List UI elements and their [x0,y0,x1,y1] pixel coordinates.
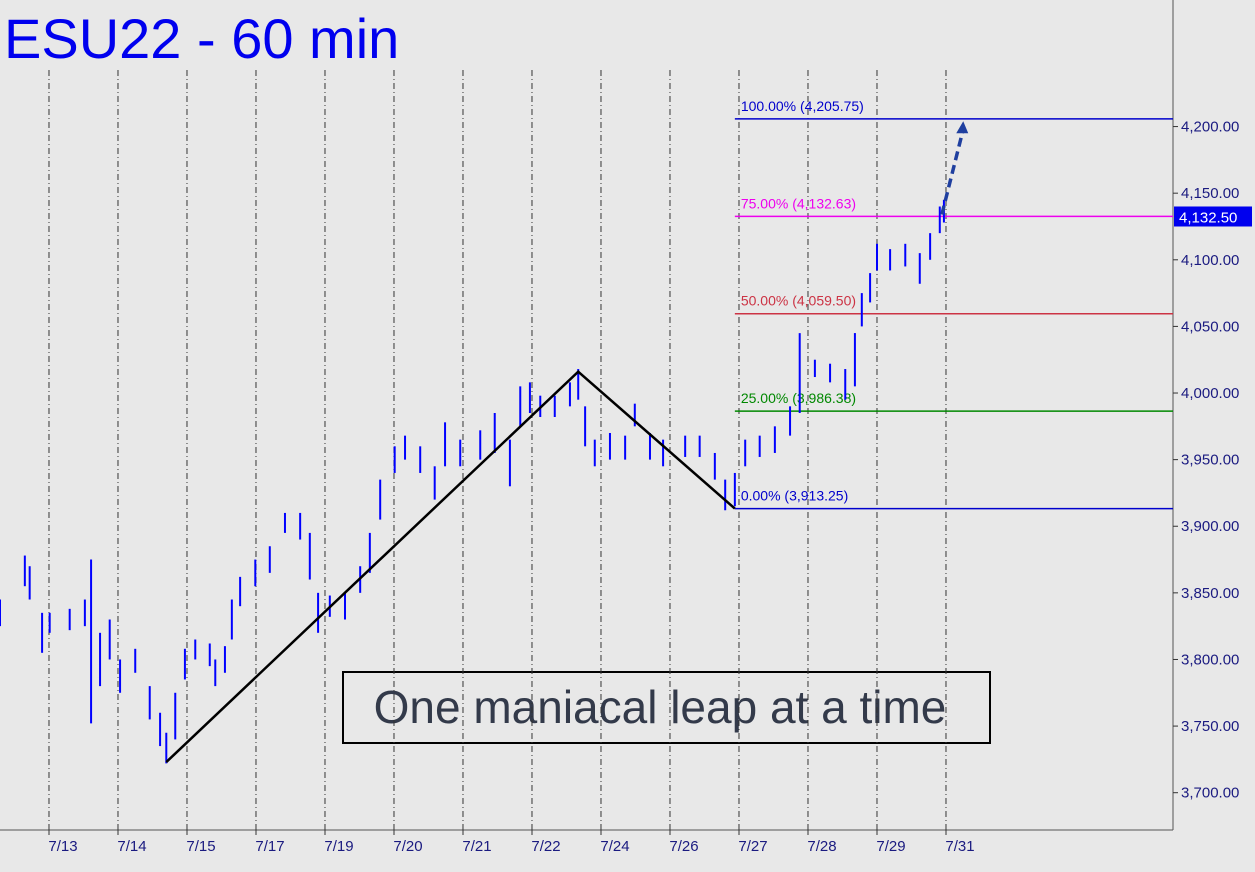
y-tick-label: 4,200.00 [1181,119,1239,136]
projection-arrow [940,128,965,215]
x-tick-label: 7/20 [393,838,422,855]
chart-title: ESU22 - 60 min [4,7,399,70]
fib-label: 25.00% (3,986.38) [741,390,856,406]
last-price-label: 4,132.50 [1179,209,1237,226]
x-tick-label: 7/17 [255,838,284,855]
y-tick-label: 4,050.00 [1181,318,1239,335]
x-tick-label: 7/14 [117,838,146,855]
fib-label: 75.00% (4,132.63) [741,195,856,211]
y-tick-label: 3,750.00 [1181,718,1239,735]
annotation-box [342,671,991,744]
x-tick-label: 7/27 [738,838,767,855]
annotation: One maniacal leap at a time [374,681,947,733]
fib-label: 0.00% (3,913.25) [741,488,848,504]
arrow-head [956,121,969,134]
swing-line [165,370,736,763]
x-tick-label: 7/31 [945,838,974,855]
y-tick-label: 3,950.00 [1181,452,1239,469]
last-price-tag [1174,206,1252,227]
y-tick-label: 4,150.00 [1181,185,1239,202]
y-tick-label: 3,900.00 [1181,518,1239,535]
y-tick-label: 3,800.00 [1181,651,1239,668]
x-tick-label: 7/13 [48,838,77,855]
y-tick-label: 3,700.00 [1181,785,1239,802]
x-tick-label: 7/24 [600,838,629,855]
x-tick-label: 7/19 [324,838,353,855]
x-tick-label: 7/22 [531,838,560,855]
x-tick-label: 7/15 [186,838,215,855]
y-tick-label: 3,850.00 [1181,585,1239,602]
x-tick-label: 7/21 [462,838,491,855]
y-tick-label: 4,100.00 [1181,252,1239,269]
fib-label: 50.00% (4,059.50) [741,293,856,309]
fib-label: 100.00% (4,205.75) [741,98,864,114]
x-tick-label: 7/28 [807,838,836,855]
x-tick-label: 7/26 [669,838,698,855]
y-tick-label: 4,000.00 [1181,385,1239,402]
x-tick-label: 7/29 [876,838,905,855]
